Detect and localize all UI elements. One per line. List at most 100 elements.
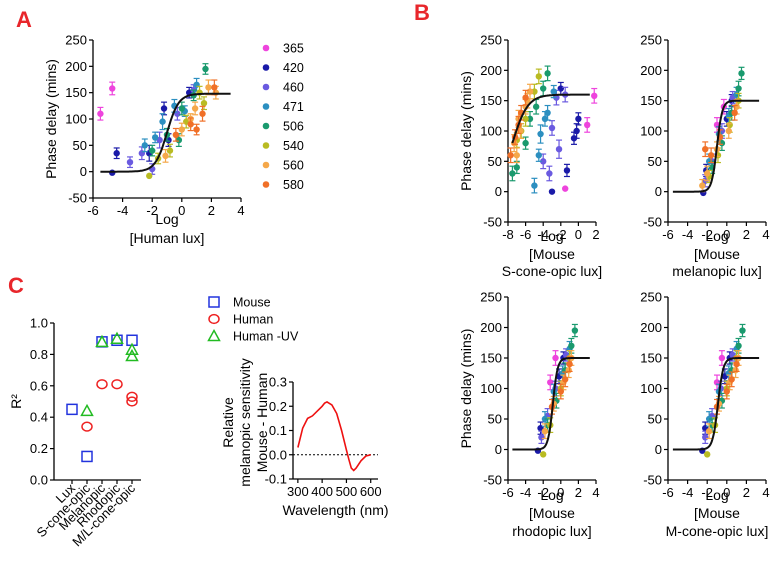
x-tick-label: 500 [336,484,358,499]
r2-point-circle [126,391,138,402]
y-tick-label: 1.0 [30,316,48,331]
legend-marker-540 [262,142,270,149]
data-point-540 [726,121,733,129]
x-tick-label: -4 [682,485,694,500]
data-point-580 [557,388,564,395]
y-tick-label: -50 [643,215,662,230]
x-tick-label: 300 [287,484,309,499]
y-tick-label: 0.1 [269,423,287,438]
y-tick-label: 0.0 [30,473,48,488]
data-point-471 [141,142,148,149]
y-tick-label: 0.2 [30,441,48,456]
legend-label: Mouse [233,296,271,310]
x-tick-label: 4 [237,203,244,218]
y-tick-label: 0 [495,184,502,199]
legend-marker-circle [208,313,220,325]
data-point-560 [178,126,185,133]
data-point-506 [202,65,209,73]
data-point-471 [537,130,544,138]
data-point-560 [191,105,199,112]
x-tick-label: 0 [575,227,582,242]
data-point-560 [699,182,706,189]
data-point-580 [193,126,200,133]
y-tick-label: 250 [640,290,662,305]
y-axis-label: Phase delay (mins) [458,71,474,191]
y-tick-label: 50 [488,154,502,169]
legend-label-365: 365 [283,42,304,56]
r2-point-square [81,450,93,463]
legend-marker-triangle [207,328,221,342]
r2-point-circle [126,396,138,407]
data-point-471 [193,81,200,88]
data-point-580 [702,146,709,153]
x-tick-label: 600 [360,484,382,499]
y-tick-label: 0.0 [269,447,287,462]
legend-label: Human -UV [233,330,299,344]
data-point-540 [166,147,174,154]
data-point-580 [728,376,735,383]
y-tick-label: 150 [640,351,662,366]
legend-marker-560 [262,161,270,169]
x-tick-label: -6 [502,485,514,500]
y-tick-label: 250 [640,33,662,48]
data-point-365 [552,354,559,362]
data-point-506 [526,115,534,123]
fit-curve [100,92,231,173]
r2-point-triangle [95,334,109,348]
data-point-506 [739,327,746,334]
x-axis-label: Log [540,228,563,244]
data-point-420 [109,169,116,176]
legend-marker-471 [262,103,270,110]
data-point-506 [735,85,742,92]
x-tick-label: -6 [520,227,532,242]
data-point-560 [725,127,732,135]
data-point-420 [563,167,571,174]
data-point-540 [146,172,153,180]
y-tick-label: 0 [80,164,87,179]
y-tick-label: 0 [655,184,662,199]
x-tick-label: 2 [743,485,750,500]
y-tick-label: -50 [483,215,502,230]
y-tick-label: 150 [480,351,502,366]
r2-point-triangle [80,403,94,417]
x-tick-label: -2 [701,227,713,242]
y-tick-label: 250 [480,290,502,305]
data-point-540 [522,115,529,123]
x-axis-label: [Mouse [694,505,740,521]
legend-label-471: 471 [283,100,304,114]
y-tick-label: 150 [640,93,662,108]
data-point-365 [718,354,726,362]
x-axis-label: M-cone-opic lux] [666,523,769,539]
x-tick-label: -6 [662,485,674,500]
panel-label-c: C [8,273,24,298]
data-point-460 [540,158,547,165]
panel-c-sensitivity-chart: -0.1 0.0 0.1 0.2 0.3 300 400 500 600 Wavelength (… [220,358,389,518]
y-tick-label: 150 [480,93,502,108]
fit-curve [672,99,760,193]
x-tick-label: 0 [723,485,730,500]
data-point-540 [540,451,547,458]
data-point-365 [584,121,591,129]
r2-point-circle [96,379,108,390]
y-tick-label: 0 [655,442,662,457]
x-tick-label: 2 [575,485,582,500]
y-tick-label: 50 [488,412,502,427]
y-tick-label: 150 [65,85,87,100]
y-tick-label: 100 [480,124,502,139]
data-point-460 [538,434,545,441]
y-tick-label: 0 [495,442,502,457]
data-point-506 [568,342,575,349]
data-point-460 [702,434,709,441]
data-point-560 [510,139,518,147]
data-point-580 [731,109,738,117]
data-point-460 [126,158,134,166]
y-tick-label: 0.8 [30,347,48,362]
wavelength-legend: 365 420 460 471 506 540 560 580 [262,42,304,192]
x-axis-label: melanopic lux] [672,263,762,279]
x-tick-label: -8 [502,227,514,242]
x-tick-label: -4 [682,227,694,242]
x-tick-label: 4 [762,227,769,242]
